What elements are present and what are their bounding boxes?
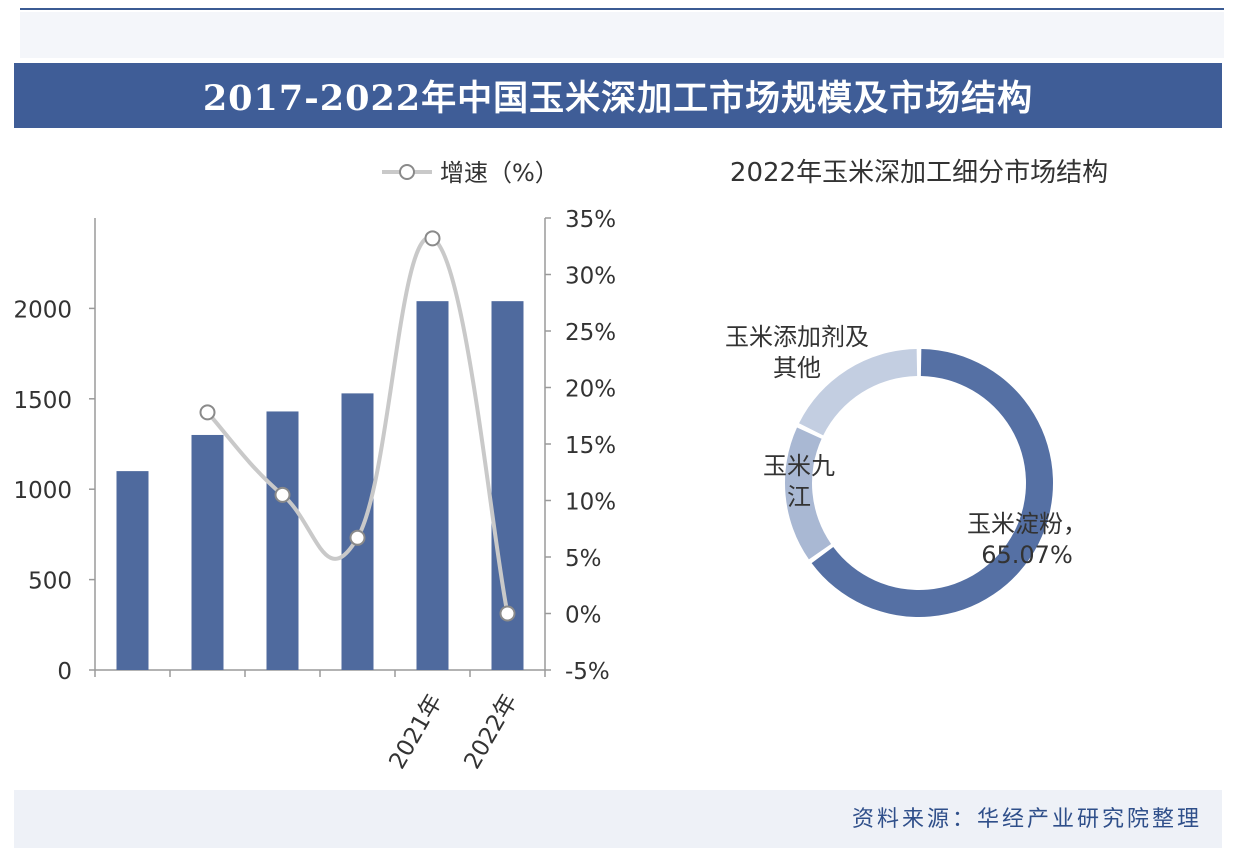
bar [266,411,299,670]
y-right-tick-label: -5% [565,659,610,685]
y-right-tick-label: 10% [565,490,616,516]
growth-point [274,486,291,503]
banner-title: 2017-2022年中国玉米深加工市场规模及市场结构 [14,63,1222,128]
growth-point [199,404,216,421]
donut-labels: 玉米淀粉， 65.07% 玉米九江 玉米添加剂及其他 [725,323,1087,569]
donut-layer [785,349,1054,617]
y-left-tick-label: 1000 [13,478,72,504]
y-right-tick-label: 25% [565,320,616,346]
donut-label-line: 江 [787,483,811,511]
donut-slice [785,427,832,560]
donut-label: 玉米添加剂及其他 [725,323,869,382]
y-left-tick-label: 1500 [13,388,72,414]
y-left-tick-label: 500 [28,569,72,595]
growth-point [349,529,366,546]
ticks-layer: 0 500 1000 1500 2000 35% 30% 25% 20% 15% 10% 5% 0% -5… [13,207,616,774]
y-right-tick-label: 0% [565,603,602,629]
donut-label-line: 65.07% [981,541,1073,569]
footer-band [14,790,1222,848]
bar [416,301,449,670]
donut-label-line: 玉米九 [763,452,835,480]
donut-label-line: 玉米添加剂及 [725,323,869,351]
y-left-tick-label: 2000 [13,297,72,323]
legend: 增速（%） [382,159,559,187]
y-right-tick-label: 30% [565,264,616,290]
y-right-tick-label: 5% [565,546,602,572]
y-right-tick-label: 20% [565,377,616,403]
donut-label: 玉米九江 [763,452,835,511]
growth-point [424,230,441,247]
legend-label: 增速（%） [440,159,559,187]
donut-label-line: 玉米淀粉， [967,510,1087,538]
y-right-tick-label: 15% [565,433,616,459]
bar [191,434,224,670]
donut-slice [799,349,918,436]
top-rule [20,8,1224,10]
x-tick-label: 2021年 [384,690,447,774]
donut-title: 2022年玉米深加工细分市场结构 [730,158,1108,188]
y-right-tick-label: 35% [565,207,616,233]
source-note: 资料来源：华经产业研究院整理 [851,807,1202,832]
x-tick-label: 2022年 [459,690,522,774]
top-band [20,12,1224,58]
y-left-tick-label: 0 [57,659,72,685]
bar [116,471,149,670]
growth-point [499,605,516,622]
donut-label-line: 其他 [773,354,821,382]
legend-marker [399,164,415,180]
donut-label: 玉米淀粉， 65.07% [967,510,1087,569]
line-layer [199,230,516,622]
bars-layer [116,301,524,670]
